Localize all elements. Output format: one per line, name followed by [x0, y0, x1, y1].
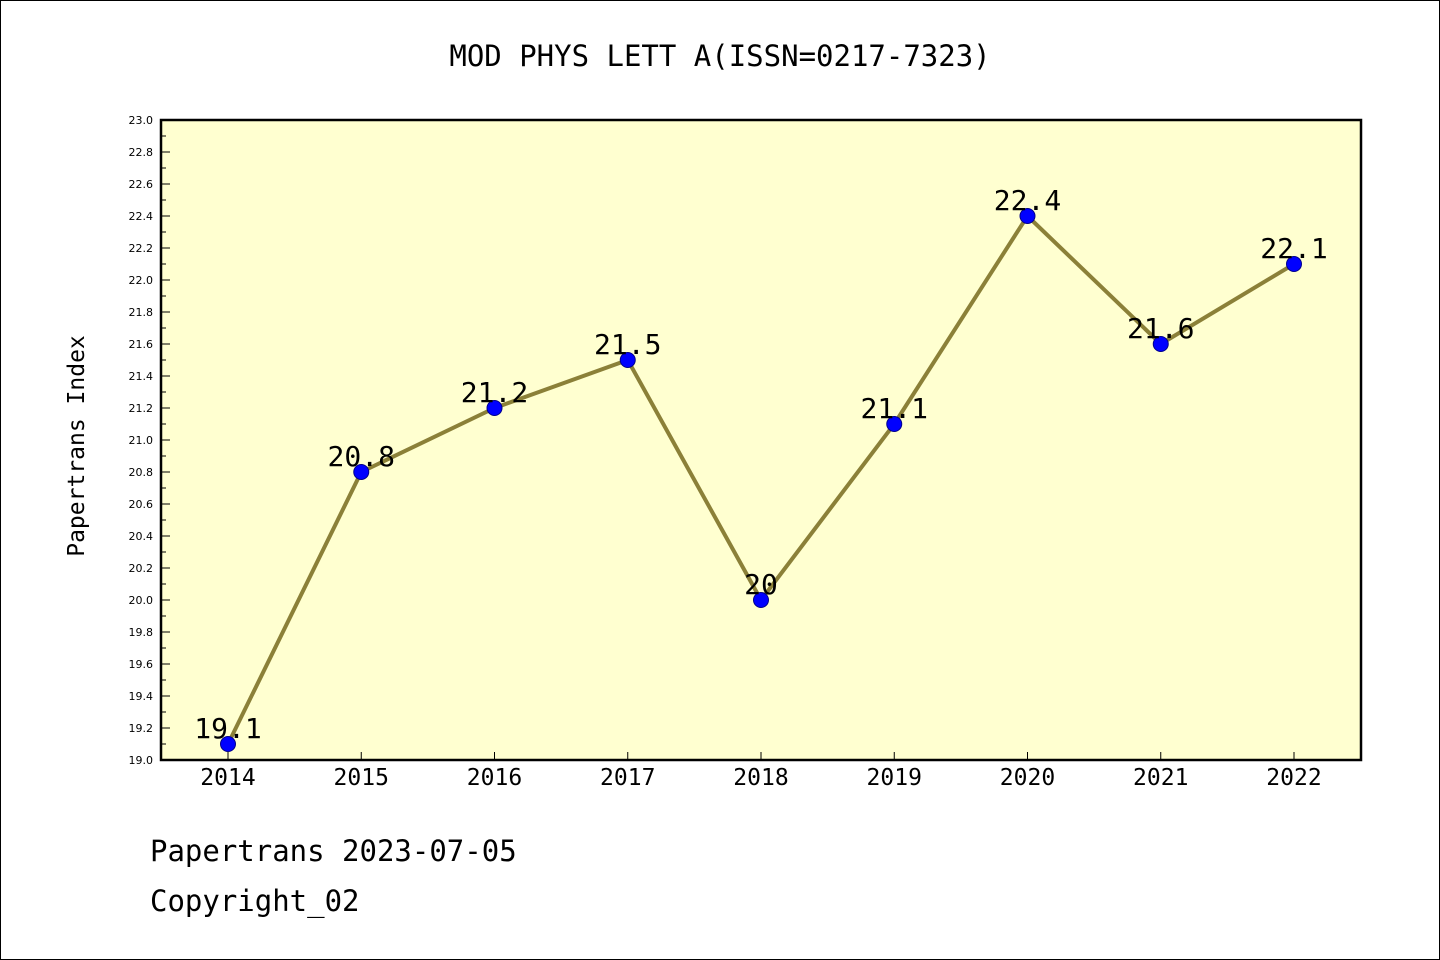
data-label: 21.5 [594, 328, 661, 361]
data-point [619, 352, 636, 368]
data-label: 22.1 [1260, 232, 1327, 265]
x-tick-label: 2018 [733, 765, 788, 791]
y-tick-label: 22.4 [129, 210, 154, 223]
footer-copyright: Copyright_02 [150, 884, 360, 918]
data-label: 20 [744, 568, 778, 601]
y-tick-label: 21.4 [129, 370, 154, 383]
x-axis-ticks: 2014 2015 2016 2017 2018 2019 2020 2021 2022 [200, 752, 1322, 791]
y-tick-label: 19.4 [129, 690, 154, 703]
footer-date: Papertrans 2023-07-05 [150, 834, 517, 868]
data-label: 21.6 [1127, 312, 1194, 345]
y-tick-label: 22.6 [129, 178, 154, 191]
data-label: 21.1 [861, 392, 928, 425]
data-point [220, 736, 236, 752]
data-points [220, 208, 1302, 752]
y-axis-label: Papertrans Index [64, 335, 90, 557]
y-tick-label: 19.8 [129, 626, 154, 639]
y-axis-ticks: 19.0 19.2 19.4 19.6 19.8 20.0 20.2 20.4 20.6 20.8… [129, 114, 170, 767]
data-point [1019, 208, 1036, 224]
data-labels: 19.1 20.8 21.2 21.5 20 21.1 22.4 21.6 22.1 [194, 184, 1327, 745]
y-tick-label: 21.0 [129, 434, 154, 447]
y-tick-label: 21.2 [129, 402, 154, 415]
y-tick-label: 20.4 [129, 530, 154, 543]
y-tick-label: 21.8 [129, 306, 154, 319]
data-point [1152, 336, 1169, 352]
plot-area [159, 118, 1363, 762]
data-label: 20.8 [328, 440, 395, 473]
x-tick-label: 2019 [867, 765, 922, 791]
y-tick-label: 20.8 [129, 466, 154, 479]
data-point [486, 400, 503, 416]
y-tick-label: 23.0 [129, 114, 154, 127]
y-tick-label: 22.2 [129, 242, 154, 255]
data-label: 22.4 [994, 184, 1061, 217]
y-tick-label: 22.8 [129, 146, 154, 159]
y-tick-label: 20.0 [129, 594, 154, 607]
y-tick-label: 19.2 [129, 722, 154, 735]
y-tick-label: 19.0 [129, 754, 154, 767]
data-label: 19.1 [194, 712, 261, 745]
y-tick-label: 19.6 [129, 658, 154, 671]
data-point [753, 592, 769, 608]
chart-title: MOD PHYS LETT A(ISSN=0217-7323) [449, 39, 990, 73]
y-tick-label: 21.6 [129, 338, 154, 351]
y-tick-label: 22.0 [129, 274, 154, 287]
x-tick-label: 2016 [467, 765, 522, 791]
x-tick-label: 2014 [200, 765, 255, 791]
x-tick-label: 2015 [334, 765, 389, 791]
y-tick-label: 20.2 [129, 562, 154, 575]
x-tick-label: 2022 [1266, 765, 1321, 791]
x-tick-label: 2021 [1133, 765, 1188, 791]
x-tick-label: 2020 [1000, 765, 1055, 791]
data-label: 21.2 [461, 376, 528, 409]
data-point [1286, 256, 1302, 272]
data-point [886, 416, 903, 432]
data-point [353, 464, 370, 480]
y-tick-label: 20.6 [129, 498, 154, 511]
x-tick-label: 2017 [600, 765, 655, 791]
